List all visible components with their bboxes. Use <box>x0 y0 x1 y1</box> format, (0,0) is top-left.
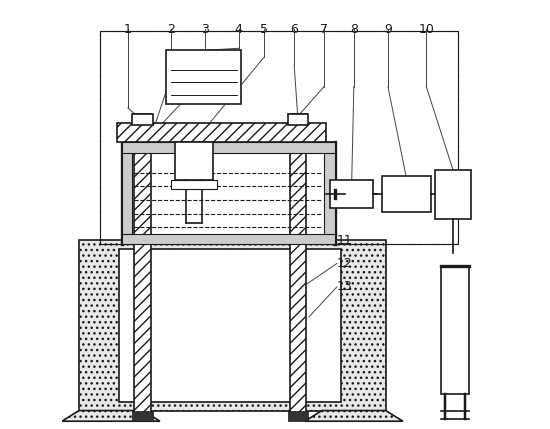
Text: 4: 4 <box>235 23 243 36</box>
Bar <box>331 181 373 208</box>
Bar <box>122 234 334 245</box>
Bar <box>166 50 241 104</box>
Text: 13: 13 <box>337 281 353 293</box>
Bar <box>290 115 306 413</box>
Text: 8: 8 <box>350 23 358 36</box>
Text: 7: 7 <box>320 23 328 36</box>
Bar <box>134 115 151 413</box>
Text: 5: 5 <box>260 23 268 36</box>
Bar <box>132 115 153 125</box>
Bar <box>288 411 308 421</box>
Text: 3: 3 <box>201 23 208 36</box>
Bar <box>122 142 132 245</box>
Bar <box>117 123 326 142</box>
Bar <box>170 181 217 189</box>
Polygon shape <box>305 411 403 421</box>
Bar <box>435 170 471 219</box>
Bar <box>324 142 334 245</box>
Text: 11: 11 <box>337 233 353 247</box>
Text: 12: 12 <box>337 257 353 270</box>
Text: 9: 9 <box>384 23 392 36</box>
Bar <box>288 115 308 125</box>
Bar <box>175 142 213 181</box>
Text: 6: 6 <box>290 23 298 36</box>
Bar <box>100 31 458 245</box>
Bar <box>79 240 386 411</box>
Bar <box>382 176 431 212</box>
Polygon shape <box>62 411 160 421</box>
Bar <box>132 411 153 421</box>
Bar <box>100 31 458 245</box>
Text: 2: 2 <box>167 23 174 36</box>
Bar <box>119 248 341 402</box>
Text: 1: 1 <box>124 23 132 36</box>
Bar <box>122 142 334 153</box>
Text: 10: 10 <box>419 23 434 36</box>
Bar <box>441 266 469 393</box>
